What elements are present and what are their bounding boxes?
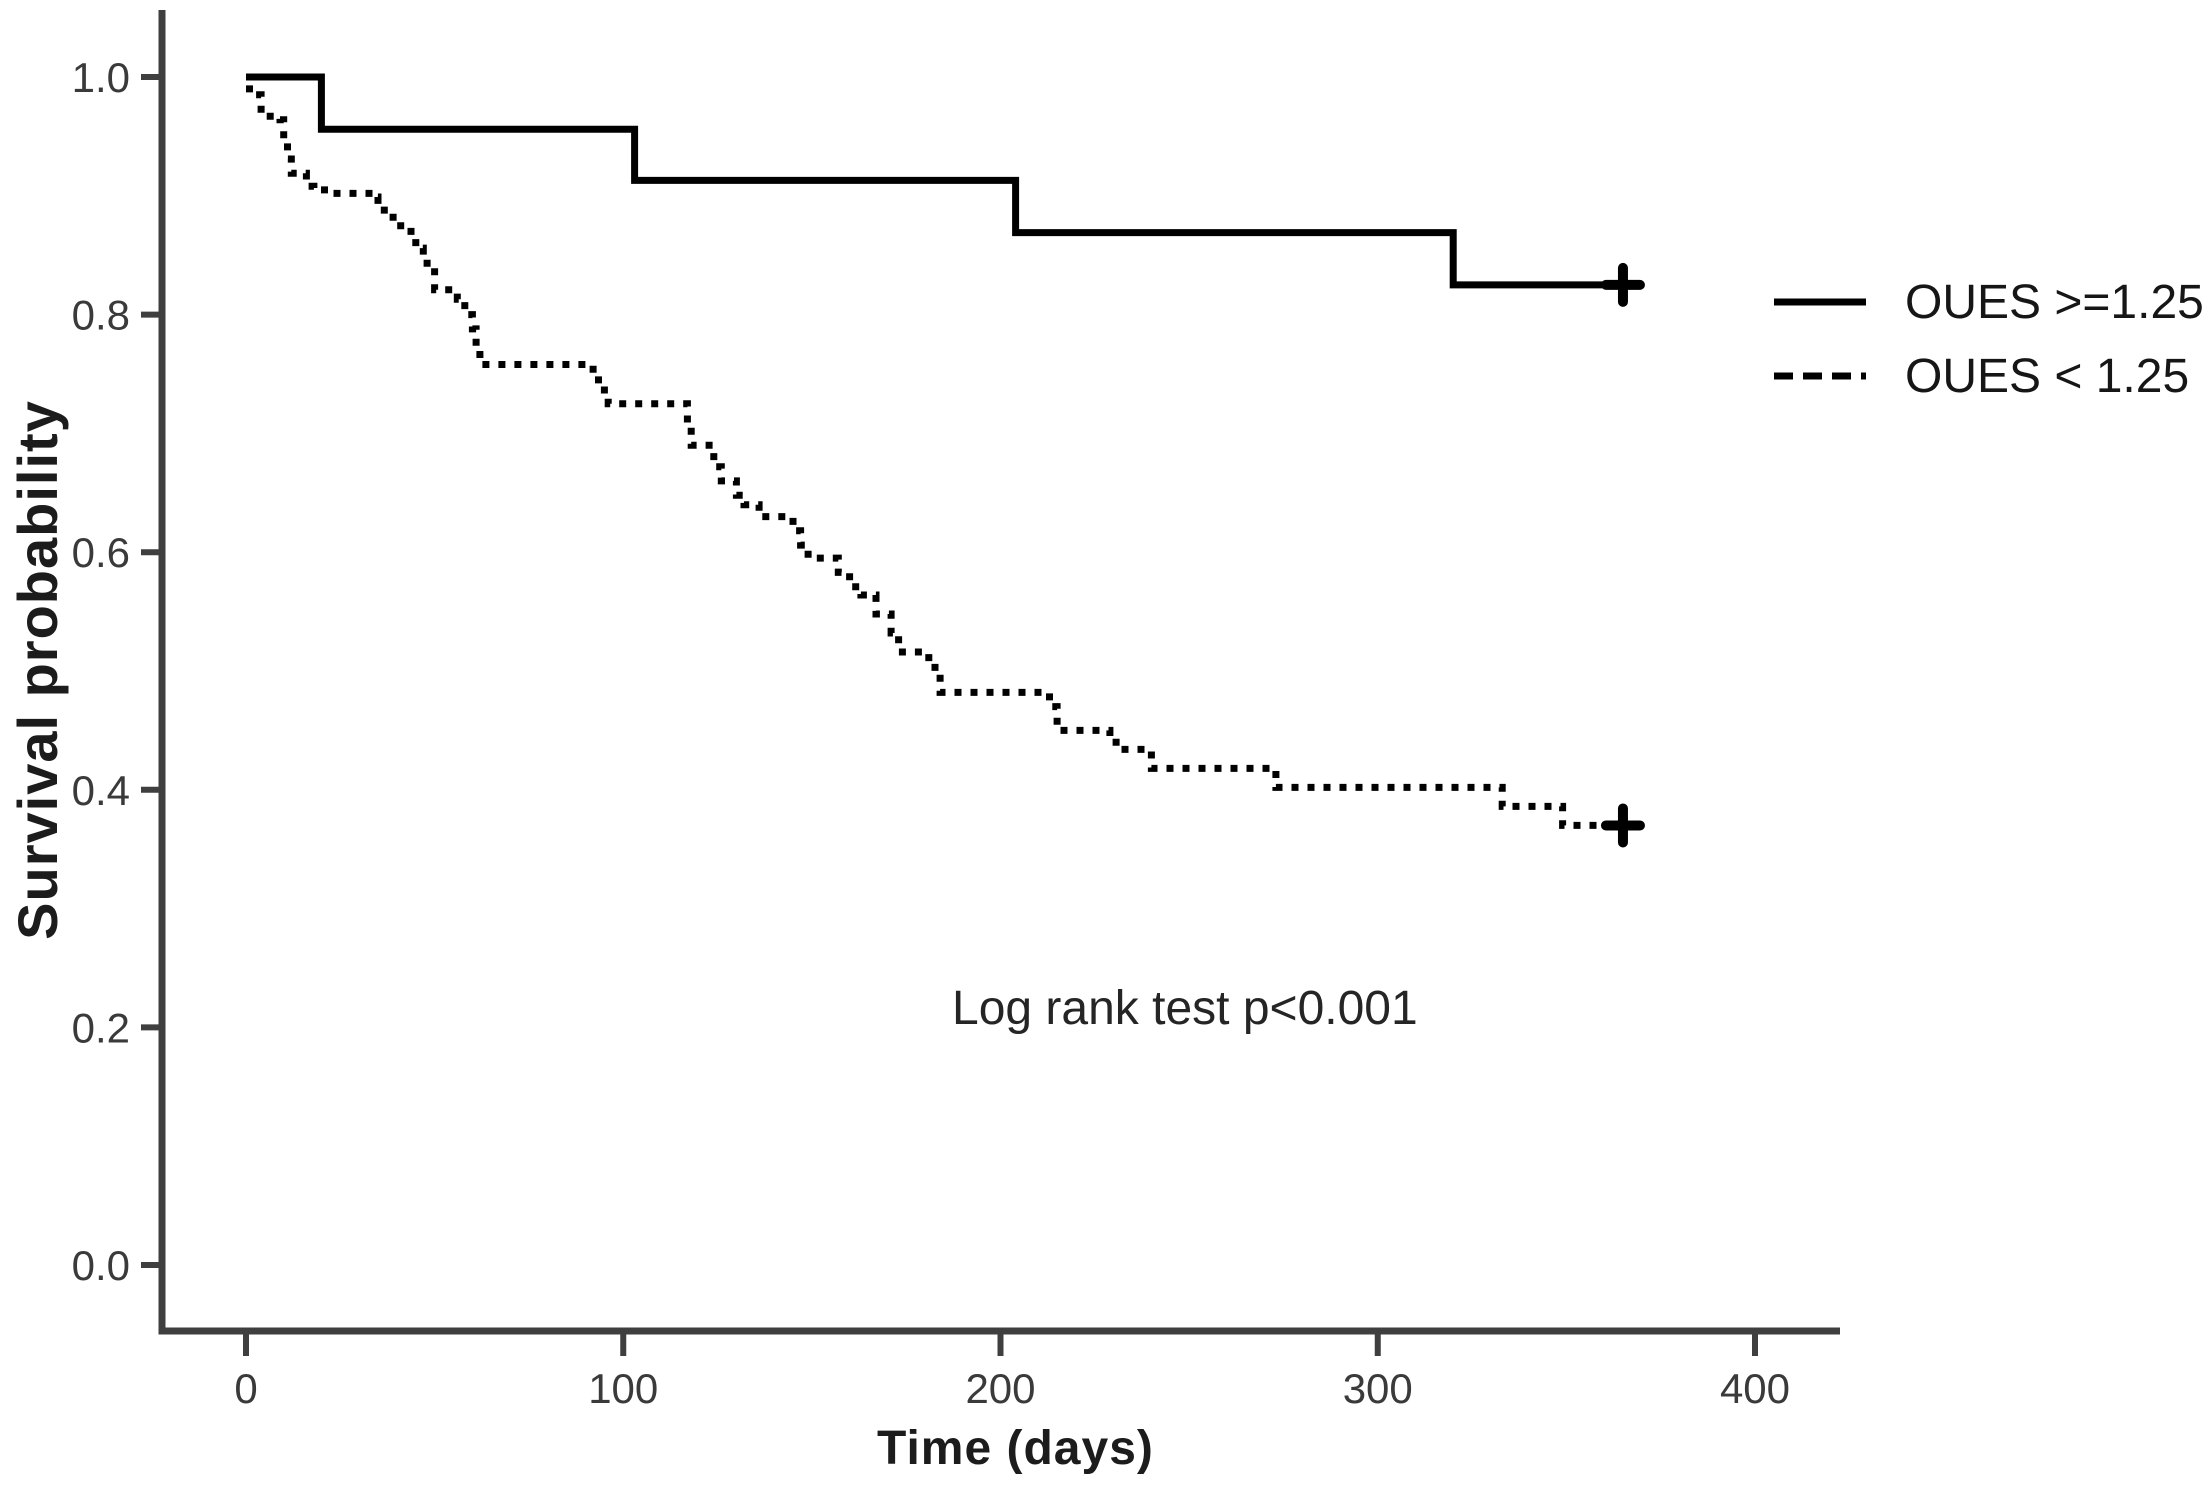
y-tick-label: 0.8 xyxy=(72,292,130,339)
legend-row-dashed: OUES < 1.25 xyxy=(1772,347,2204,405)
dashed-line-swatch-icon xyxy=(1774,372,1866,380)
legend-row-solid: OUES >=1.25 xyxy=(1772,273,2204,331)
x-tick-label: 0 xyxy=(234,1365,257,1412)
y-tick-label: 0.6 xyxy=(72,529,130,576)
censor-mark-icon xyxy=(1600,803,1645,848)
y-tick-label: 0.0 xyxy=(72,1242,130,1289)
y-tick-label: 0.2 xyxy=(72,1004,130,1051)
log-rank-annotation: Log rank test p<0.001 xyxy=(952,982,1418,1035)
y-tick-label: 1.0 xyxy=(72,54,130,101)
x-tick-label: 400 xyxy=(1720,1365,1790,1412)
axes-line xyxy=(158,10,1840,1335)
y-tick-label: 0.4 xyxy=(72,767,130,814)
censor-mark-icon xyxy=(1600,262,1645,307)
solid-line-swatch-icon xyxy=(1774,298,1866,306)
survival-curve-solid xyxy=(246,73,1623,289)
x-tick-label: 300 xyxy=(1343,1365,1413,1412)
survival-curve-dashed xyxy=(246,85,1623,829)
x-tick-label: 200 xyxy=(965,1365,1035,1412)
legend: OUES >=1.25 OUES < 1.25 xyxy=(1772,273,2204,405)
legend-label-oues-high: OUES >=1.25 xyxy=(1905,275,2204,329)
x-axis-title: Time (days) xyxy=(877,1422,1154,1475)
y-axis-title: Survival probability xyxy=(6,400,69,940)
legend-label-oues-low: OUES < 1.25 xyxy=(1905,349,2190,403)
x-tick-label: 100 xyxy=(588,1365,658,1412)
